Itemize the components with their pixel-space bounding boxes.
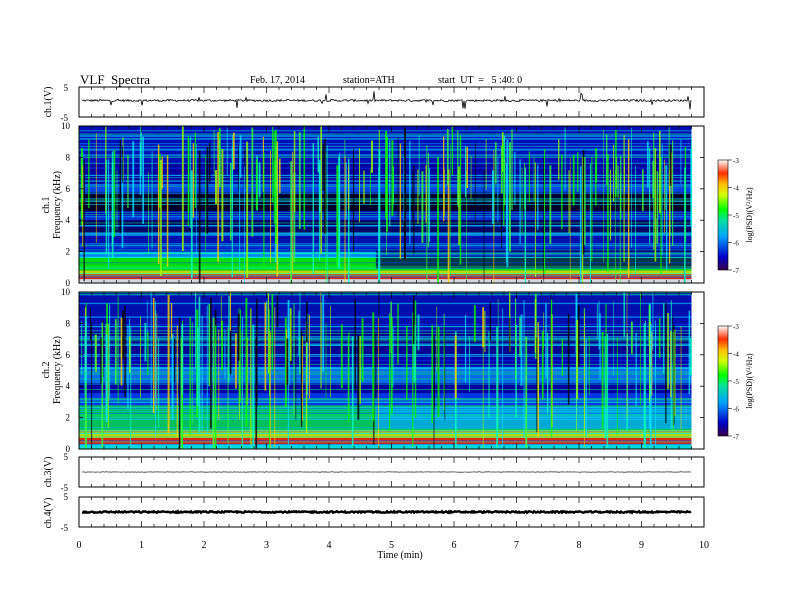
time-tick-label: 1	[139, 540, 144, 551]
date-label: Feb. 17, 2014	[250, 75, 305, 86]
ch2-spec-ytick-label: 8	[66, 318, 71, 328]
ch2-spec-ytick-label: 6	[66, 350, 71, 360]
ch2-colorbar-label: log(PSD)(V²/Hz)	[745, 353, 754, 409]
time-tick-label: 8	[577, 540, 582, 551]
ch1-colorbar	[717, 159, 729, 271]
time-tick-label: 6	[452, 540, 457, 551]
ch1-waveform-panel: 5 -5 ch.1(V)	[43, 83, 705, 123]
time-tick-label: 2	[202, 540, 207, 551]
ch4-wave-ylabel: ch.4(V)	[43, 498, 54, 529]
ch2-colorbar-tick-label: -7	[733, 433, 739, 441]
ch3-ytick-bottom: -5	[61, 483, 69, 493]
time-tick-label: 9	[639, 540, 644, 551]
ch1-spec-ytick-label: 4	[66, 215, 71, 225]
station-label: station=ATH	[343, 75, 395, 86]
ch2-spectrogram-image	[79, 292, 692, 449]
ch2-colorbar-tick-label: -5	[733, 378, 739, 386]
ch2-spec-ytick-label: 0	[66, 444, 71, 454]
ch1-spec-ytick-label: 10	[61, 121, 71, 131]
ch4-waveform-panel: 5 -5 ch.4(V)	[43, 492, 705, 533]
ch1-colorbar-ticks: -3 -4 -5 -6 -7	[728, 157, 739, 275]
ch1-spec-yticks: 0 2 4 6 8 10	[61, 121, 704, 288]
ch1-spec-ytick-label: 0	[66, 278, 71, 288]
ch4-ytick-bottom: -5	[61, 523, 69, 533]
ch1-spec-ytick-label: 6	[66, 184, 71, 194]
ch1-colorbar-tick-label: -6	[733, 240, 739, 248]
ch1-colorbar-tick-label: -3	[733, 157, 739, 165]
ch2-spec-ytick-label: 10	[61, 287, 71, 297]
ch1-wave-ylabel: ch.1(V)	[43, 87, 54, 118]
time-tick-label: 10	[699, 540, 709, 551]
ch2-colorbar-tick-label: -4	[733, 351, 739, 359]
ch1-spectrogram-image	[79, 126, 693, 284]
start-time-label: start UT = 5 :40: 0	[438, 75, 523, 86]
ch1-spec-ylabel-line1: ch.1	[41, 197, 52, 214]
time-axis-label: Time (min)	[377, 550, 422, 561]
ch1-waveform-trace	[82, 91, 692, 110]
time-axis-ticks	[78, 87, 705, 527]
ch2-spec-ylabel-line1: ch.2	[41, 362, 52, 379]
ch1-colorbar-label: log(PSD)(V²/Hz)	[745, 187, 754, 243]
ch1-colorbar-tick-label: -4	[733, 185, 739, 193]
ch2-colorbar-tick-label: -6	[733, 406, 739, 414]
ch1-ytick-bottom: -5	[61, 113, 69, 123]
ch1-spec-ytick-label: 8	[66, 152, 71, 162]
ch2-colorbar-ticks: -3 -4 -5 -6 -7	[728, 323, 739, 441]
time-axis-tick-labels: 0 1 2 3 4 5 6 7 8 9 10	[77, 540, 710, 551]
ch1-ytick-top: 5	[64, 83, 69, 93]
ch3-wave-ylabel: ch.3(V)	[43, 457, 54, 488]
ch1-spec-ylabel-line2: Frequency (kHz)	[52, 171, 63, 239]
ch4-ytick-top: 5	[64, 492, 69, 502]
time-tick-label: 3	[264, 540, 269, 551]
ch3-waveform-panel: 5 -5 ch.3(V)	[43, 452, 705, 493]
ch4-waveform-trace	[81, 509, 692, 515]
time-tick-label: 0	[77, 540, 82, 551]
chart-title: VLF Spectra	[80, 72, 151, 87]
ch2-spec-ytick-label: 4	[66, 381, 71, 391]
ch2-spec-yticks: 0 2 4 6 8 10	[61, 287, 704, 454]
time-tick-label: 5	[389, 540, 394, 551]
ch1-spec-ytick-label: 2	[66, 247, 71, 257]
ch1-colorbar-tick-label: -7	[733, 267, 739, 275]
ch2-spec-ylabel-line2: Frequency (kHz)	[52, 336, 63, 404]
ch3-ytick-top: 5	[64, 452, 69, 462]
ch2-colorbar-tick-label: -3	[733, 323, 739, 331]
ch2-colorbar	[717, 325, 729, 437]
time-tick-label: 7	[514, 540, 519, 551]
ch1-colorbar-tick-label: -5	[733, 212, 739, 220]
ch2-spec-ytick-label: 2	[66, 413, 71, 423]
time-tick-label: 4	[327, 540, 332, 551]
